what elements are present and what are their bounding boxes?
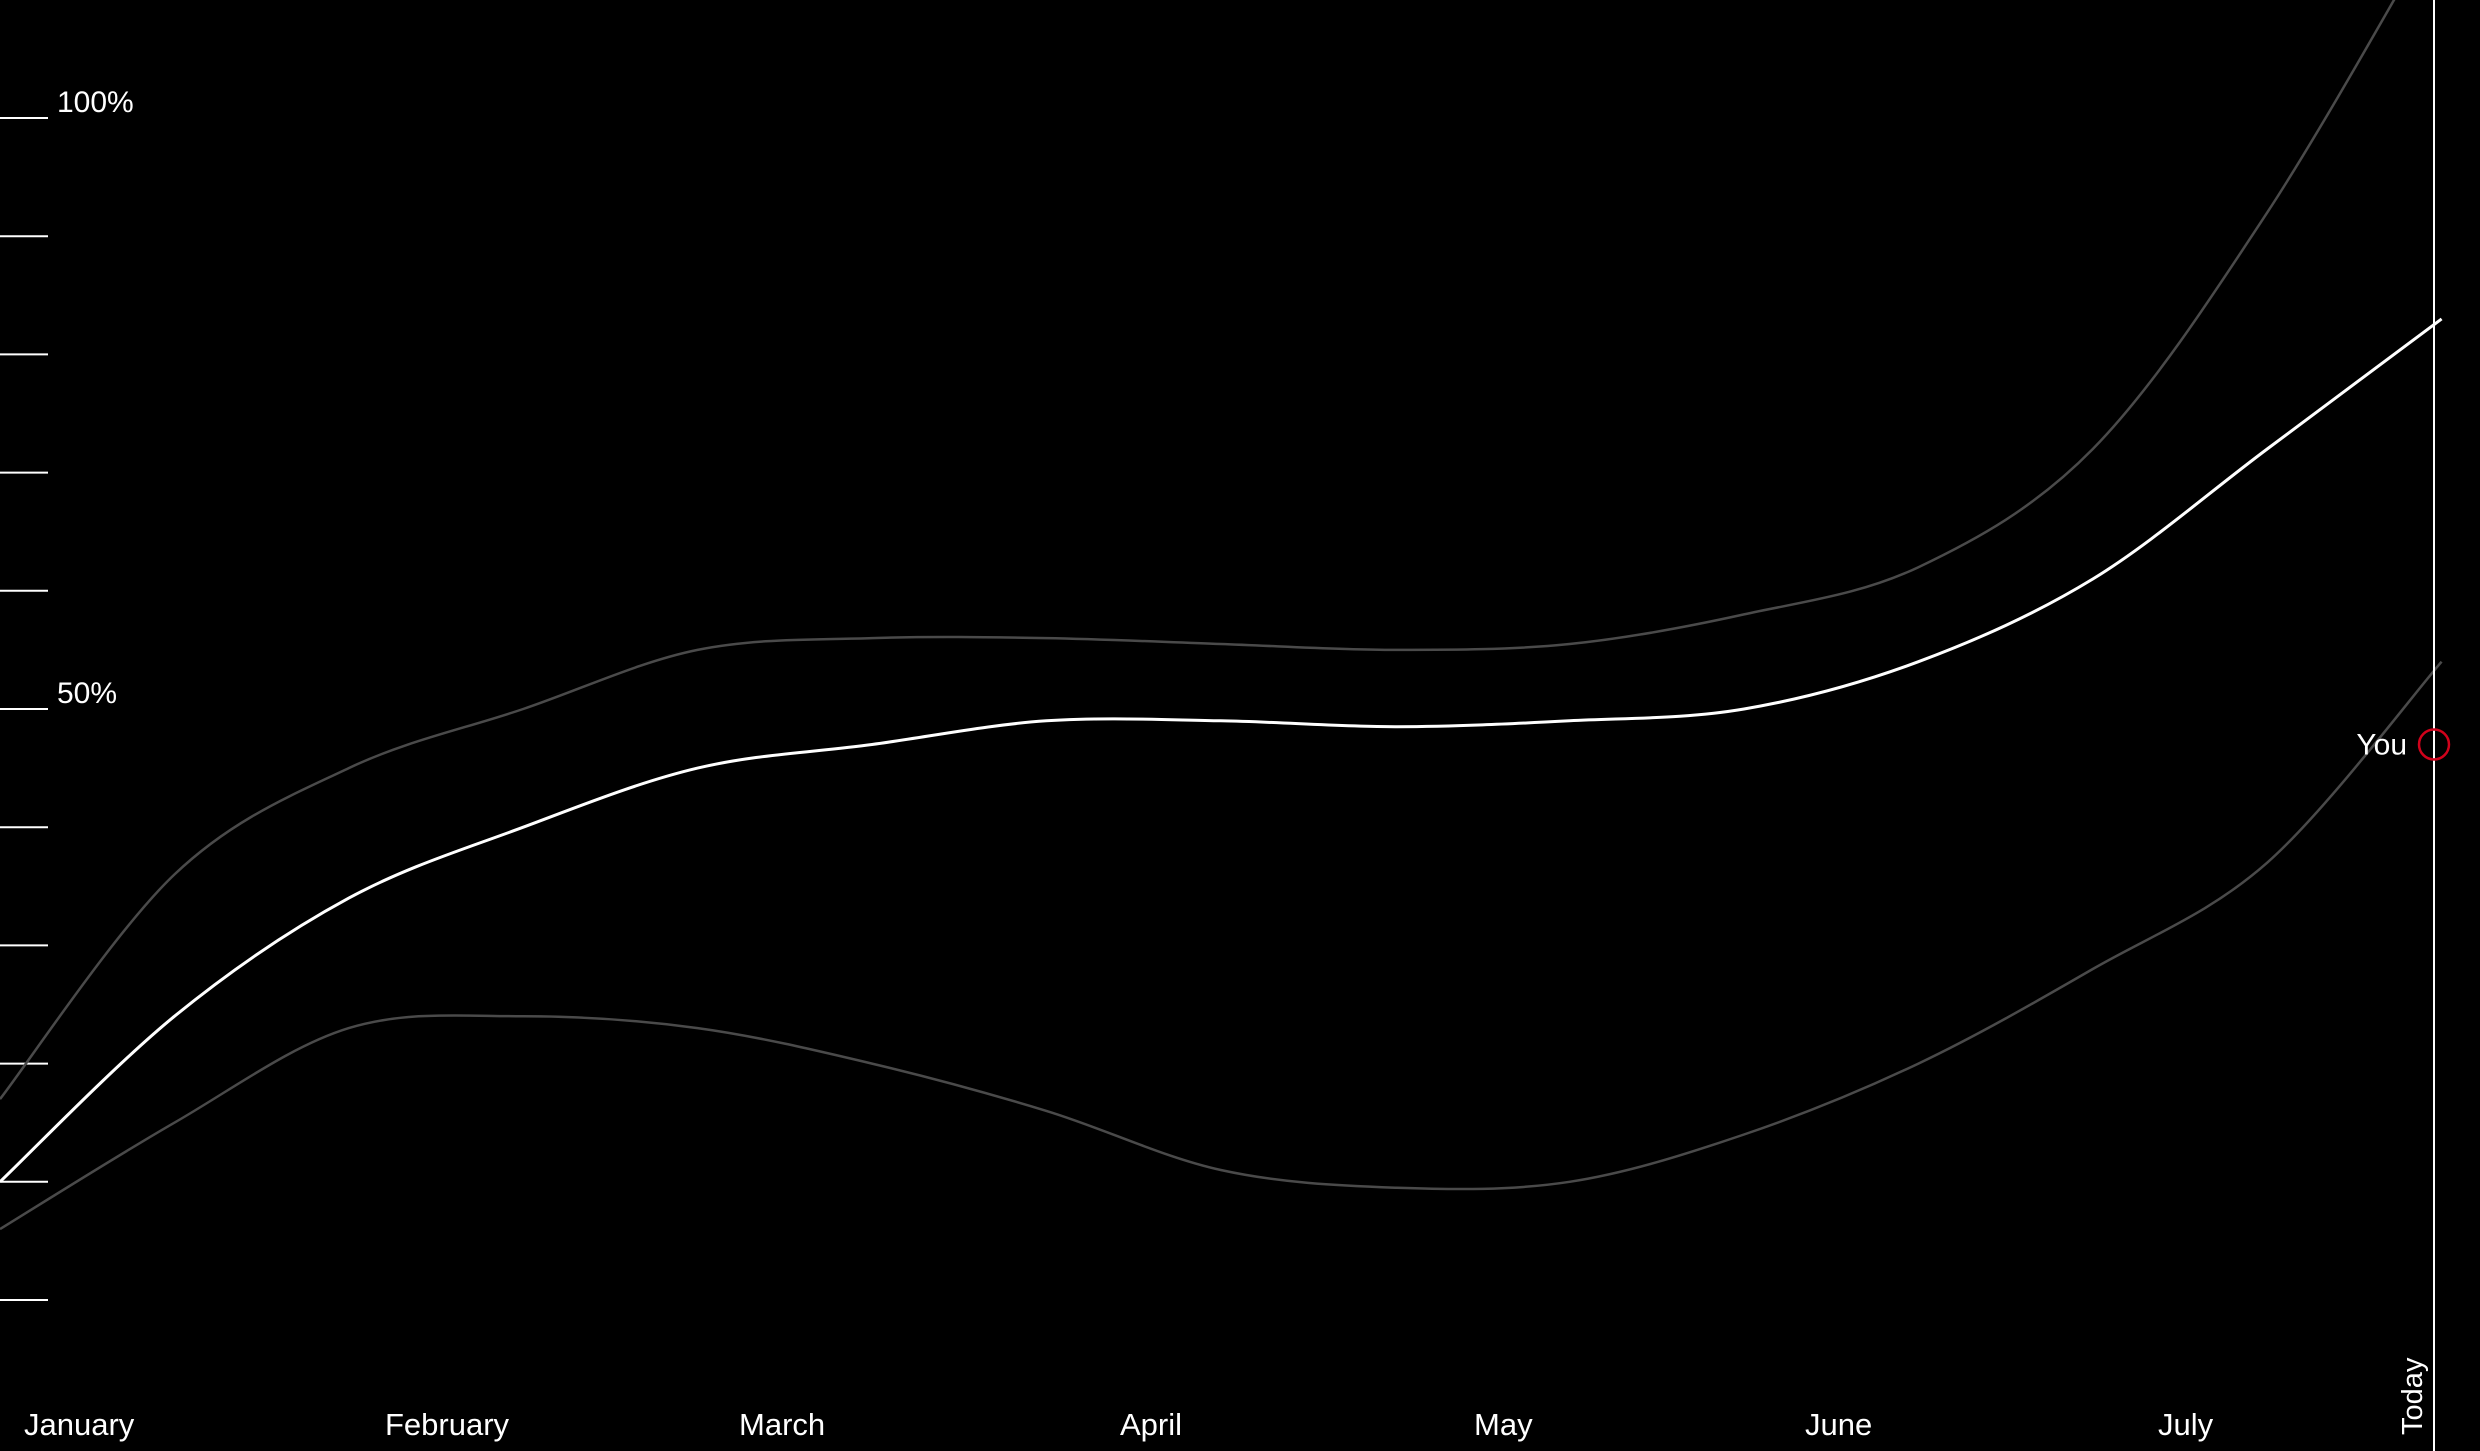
y-axis: 100% 50%	[0, 86, 134, 1301]
series-line-lower-band	[0, 660, 2443, 1231]
series-line-upper-band	[0, 0, 2396, 1100]
today-layer: Today	[2397, 0, 2435, 1451]
y-tick-label-50: 50%	[57, 677, 117, 710]
x-tick-label-july: July	[2158, 1407, 2214, 1442]
x-tick-label-february: February	[385, 1407, 510, 1442]
series-line-median	[0, 317, 2443, 1183]
y-tick-label-100: 100%	[57, 86, 134, 119]
x-axis: January February March April May June July	[24, 1407, 2214, 1442]
x-tick-label-march: March	[739, 1407, 825, 1442]
today-label: Today	[2397, 1357, 2429, 1435]
x-tick-label-january: January	[24, 1407, 135, 1442]
you-marker[interactable]	[2417, 728, 2451, 761]
you-marker-label: You	[2356, 728, 2407, 761]
x-tick-label-may: May	[1474, 1407, 1533, 1442]
x-tick-label-april: April	[1120, 1407, 1182, 1442]
marker-layer: You	[2356, 728, 2451, 761]
x-tick-label-june: June	[1805, 1407, 1872, 1442]
series-layer	[0, 0, 2443, 1231]
